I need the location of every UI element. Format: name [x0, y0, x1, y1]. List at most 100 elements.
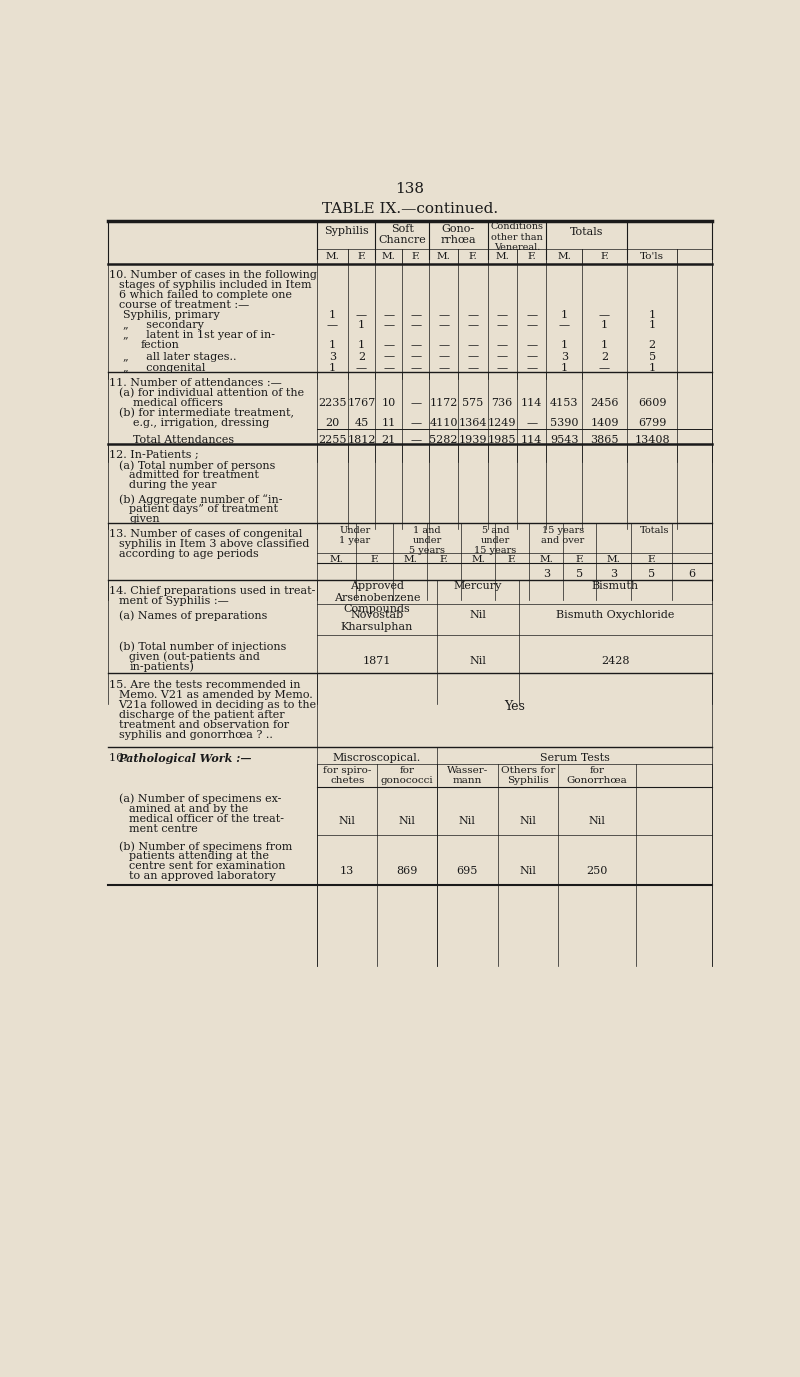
Text: 11. Number of attendances :—: 11. Number of attendances :—	[110, 377, 282, 388]
Text: Novostab
Kharsulphan: Novostab Kharsulphan	[341, 610, 414, 632]
Text: given: given	[130, 514, 160, 525]
Text: 16.: 16.	[110, 753, 130, 763]
Text: e.g., irrigation, dressing: e.g., irrigation, dressing	[133, 417, 269, 428]
Text: F.: F.	[411, 252, 420, 262]
Text: fection: fection	[140, 340, 179, 350]
Text: 1: 1	[649, 319, 656, 330]
Text: —: —	[526, 364, 538, 373]
Text: —: —	[526, 417, 538, 428]
Text: TABLE IX.—continued.: TABLE IX.—continued.	[322, 202, 498, 216]
Text: Totals: Totals	[639, 526, 669, 534]
Text: to an approved laboratory: to an approved laboratory	[130, 872, 276, 881]
Text: 1: 1	[561, 364, 568, 373]
Text: —: —	[410, 310, 422, 319]
Text: „     secondary: „ secondary	[123, 319, 204, 330]
Text: 1 and
under
5 years: 1 and under 5 years	[409, 526, 445, 555]
Text: 10. Number of cases in the following: 10. Number of cases in the following	[110, 270, 317, 280]
Text: Nil: Nil	[338, 817, 356, 826]
Text: —: —	[526, 340, 538, 350]
Text: —: —	[526, 351, 538, 362]
Text: M.: M.	[382, 252, 396, 262]
Text: 5 and
under
15 years: 5 and under 15 years	[474, 526, 516, 555]
Text: —: —	[410, 340, 422, 350]
Text: 45: 45	[354, 417, 369, 428]
Text: F.: F.	[600, 252, 609, 262]
Text: 6799: 6799	[638, 417, 666, 428]
Text: for spiro-
chetes: for spiro- chetes	[323, 766, 371, 785]
Text: F.: F.	[647, 555, 656, 563]
Text: (a) Names of preparations: (a) Names of preparations	[118, 610, 267, 621]
Text: 1: 1	[561, 340, 568, 350]
Text: Bismuth: Bismuth	[592, 581, 639, 591]
Text: Miscroscopical.: Miscroscopical.	[333, 753, 421, 763]
Text: 1: 1	[329, 340, 336, 350]
Text: 1249: 1249	[488, 417, 517, 428]
Text: (a) for individual attention of the: (a) for individual attention of the	[118, 388, 304, 398]
Text: 21: 21	[382, 435, 396, 445]
Text: centre sent for examination: centre sent for examination	[130, 862, 286, 872]
Text: —: —	[410, 435, 422, 445]
Text: M.: M.	[330, 555, 343, 563]
Text: 575: 575	[462, 398, 483, 408]
Text: Nil: Nil	[519, 817, 536, 826]
Text: —: —	[383, 351, 394, 362]
Text: M.: M.	[471, 555, 485, 563]
Text: 2235: 2235	[318, 398, 346, 408]
Text: syphilis in Item 3 above classified: syphilis in Item 3 above classified	[118, 540, 309, 549]
Text: medical officers: medical officers	[133, 398, 222, 408]
Text: M.: M.	[539, 555, 554, 563]
Text: Syphilis: Syphilis	[324, 226, 369, 235]
Text: (a) Total number of persons: (a) Total number of persons	[118, 460, 275, 471]
Text: —: —	[467, 351, 478, 362]
Text: 20: 20	[326, 417, 340, 428]
Text: M.: M.	[326, 252, 339, 262]
Text: —: —	[327, 319, 338, 330]
Text: 14. Chief preparations used in treat-: 14. Chief preparations used in treat-	[110, 585, 316, 596]
Text: —: —	[497, 340, 508, 350]
Text: 736: 736	[491, 398, 513, 408]
Text: „     congenital: „ congenital	[123, 364, 206, 373]
Text: —: —	[599, 310, 610, 319]
Text: Yes: Yes	[504, 700, 525, 713]
Text: 4110: 4110	[430, 417, 458, 428]
Text: F.: F.	[508, 555, 517, 563]
Text: 2: 2	[649, 340, 656, 350]
Text: 9543: 9543	[550, 435, 578, 445]
Text: F.: F.	[370, 555, 378, 563]
Text: —: —	[599, 364, 610, 373]
Text: —: —	[410, 398, 422, 408]
Text: 138: 138	[395, 182, 425, 196]
Text: 1: 1	[601, 340, 608, 350]
Text: 2456: 2456	[590, 398, 618, 408]
Text: 1364: 1364	[458, 417, 487, 428]
Text: —: —	[438, 364, 450, 373]
Text: 6609: 6609	[638, 398, 666, 408]
Text: 1: 1	[329, 310, 336, 319]
Text: 114: 114	[521, 435, 542, 445]
Text: F.: F.	[527, 252, 536, 262]
Text: 1172: 1172	[430, 398, 458, 408]
Text: —: —	[383, 340, 394, 350]
Text: —: —	[383, 310, 394, 319]
Text: Nil: Nil	[589, 817, 606, 826]
Text: Syphilis, primary: Syphilis, primary	[123, 310, 220, 319]
Text: (a) Number of specimens ex-: (a) Number of specimens ex-	[118, 793, 281, 804]
Text: M.: M.	[495, 252, 509, 262]
Text: M.: M.	[437, 252, 450, 262]
Text: 1: 1	[601, 319, 608, 330]
Text: 5: 5	[648, 570, 655, 580]
Text: —: —	[383, 319, 394, 330]
Text: V21a followed in deciding as to the: V21a followed in deciding as to the	[118, 700, 317, 709]
Text: 5282: 5282	[430, 435, 458, 445]
Text: —: —	[467, 340, 478, 350]
Text: in-patients): in-patients)	[130, 661, 194, 672]
Text: 114: 114	[521, 398, 542, 408]
Text: discharge of the patient after: discharge of the patient after	[118, 709, 284, 720]
Text: —: —	[467, 364, 478, 373]
Text: treatment and observation for: treatment and observation for	[118, 720, 289, 730]
Text: 1: 1	[358, 319, 365, 330]
Text: stages of syphilis included in Item: stages of syphilis included in Item	[118, 280, 311, 291]
Text: 3: 3	[543, 570, 550, 580]
Text: 695: 695	[457, 866, 478, 876]
Text: 869: 869	[397, 866, 418, 876]
